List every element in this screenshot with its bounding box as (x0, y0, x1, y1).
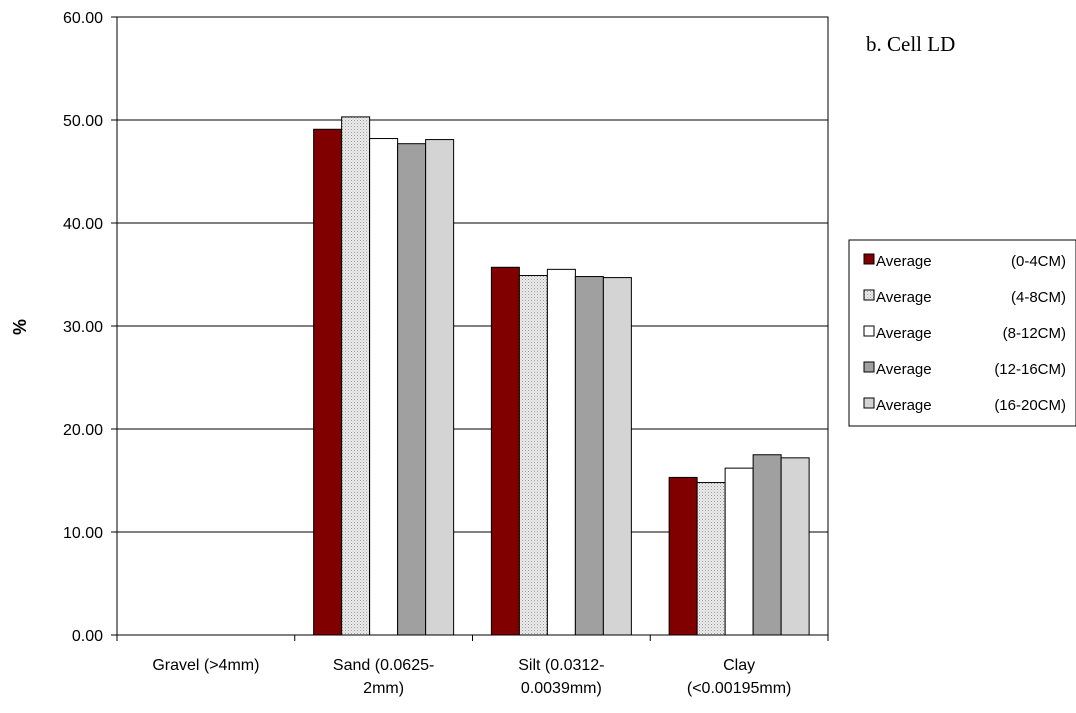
category-label: Sand (0.0625- (333, 657, 434, 674)
legend-swatch (863, 397, 875, 409)
bar (341, 116, 371, 636)
bar (602, 277, 632, 636)
bar (425, 139, 455, 636)
legend-series-range: (8-12CM) (1003, 325, 1066, 342)
y-tick-label: 30.00 (63, 319, 103, 336)
bar (780, 457, 810, 636)
legend-series-name: Average (876, 289, 932, 306)
y-tick-label: 50.00 (63, 113, 103, 130)
y-tick-label: 10.00 (63, 525, 103, 542)
bar (313, 128, 343, 636)
y-tick-label: 40.00 (63, 216, 103, 233)
bar (397, 143, 427, 636)
legend-series-range: (16-20CM) (994, 397, 1066, 414)
bar (490, 266, 520, 636)
legend-series-name: Average (876, 361, 932, 378)
legend: Average (0-4CM) Average (4-8CM) Average (8-12… (848, 239, 1076, 427)
category-labels: Gravel (>4mm) Sand (0.0625- 2mm) Silt (0.03… (152, 657, 791, 697)
legend-swatch (863, 253, 875, 265)
axes (111, 16, 829, 641)
bar (518, 275, 548, 636)
y-tick-labels: 0.00 10.00 20.00 30.00 40.00 50.00 60.00 (63, 10, 103, 645)
bar (668, 476, 698, 636)
bar (574, 276, 604, 636)
category-label: (<0.00195mm) (687, 680, 792, 697)
legend-box (848, 239, 1076, 427)
legend-series-name: Average (876, 397, 932, 414)
legend-swatch (863, 289, 875, 301)
y-tick-label: 20.00 (63, 422, 103, 439)
bar (724, 467, 754, 636)
gridlines (117, 16, 828, 533)
legend-swatch (863, 325, 875, 337)
category-label: 0.0039mm) (521, 680, 602, 697)
category-label: 2mm) (363, 680, 404, 697)
category-label: Clay (723, 657, 755, 674)
bar (369, 138, 399, 636)
bar (546, 268, 576, 636)
legend-series-name: Average (876, 253, 932, 270)
bar (752, 454, 782, 636)
chart-title: b. Cell LD (866, 32, 955, 56)
category-label: Silt (0.0312- (518, 657, 604, 674)
category-label: Gravel (>4mm) (152, 657, 259, 674)
legend-series-range: (12-16CM) (994, 361, 1066, 378)
legend-series-name: Average (876, 325, 932, 342)
y-axis-label: % (10, 319, 30, 335)
bar (696, 482, 726, 636)
y-tick-label: 60.00 (63, 10, 103, 27)
bars (313, 116, 810, 636)
legend-series-range: (0-4CM) (1011, 253, 1066, 270)
legend-swatch (863, 361, 875, 373)
y-tick-label: 0.00 (72, 628, 103, 645)
legend-series-range: (4-8CM) (1011, 289, 1066, 306)
